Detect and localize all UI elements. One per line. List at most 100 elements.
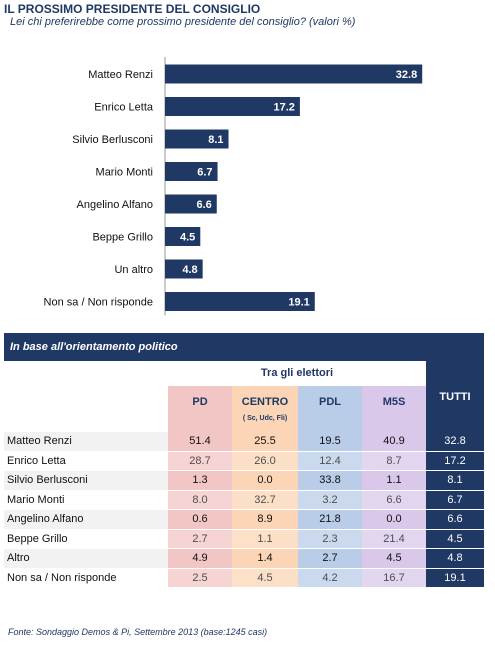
- table-row: Non sa / Non risponde 2.5 4.5 4.2 16.7: [4, 568, 426, 588]
- row-label: Beppe Grillo: [7, 532, 68, 545]
- column-header-label: M5S: [382, 396, 406, 408]
- cell-m5s: 40.9: [362, 432, 426, 451]
- bar: [165, 227, 201, 246]
- column-header-m5s: M5S: [362, 386, 426, 432]
- category-label: Silvio Berlusconi: [72, 134, 153, 146]
- row-label: Enrico Letta: [7, 454, 66, 467]
- cell-pdl: 2.7: [298, 549, 362, 568]
- bar: [165, 162, 218, 181]
- cell-pdl: 12.4: [298, 451, 362, 471]
- cell-tutti: 6.6: [426, 510, 484, 529]
- data-label: 19.1: [288, 297, 309, 309]
- group-header: Tra gli elettori: [260, 367, 334, 379]
- table-row: Altro 4.9 1.4 2.7 4.5: [4, 549, 426, 568]
- cell-centro: 1.1: [232, 529, 298, 549]
- cell-pdl: 19.5: [298, 432, 362, 451]
- category-label: Non sa / Non risponde: [44, 297, 153, 309]
- row-divider: [4, 509, 484, 510]
- data-label: 32.8: [396, 69, 417, 81]
- cell-centro: 8.9: [232, 510, 298, 529]
- bar: [165, 194, 217, 214]
- bar: [165, 259, 203, 279]
- cell-tutti: 17.2: [426, 451, 484, 471]
- table-panel-header: In base all'orientamento politico: [4, 333, 484, 361]
- data-label: 4.8: [182, 264, 197, 276]
- cell-tutti: 32.8: [426, 432, 484, 451]
- column-header-pdl: PDL: [298, 386, 362, 432]
- cell-pd: 0.6: [168, 510, 232, 529]
- source-footer: Fonte: Sondaggio Demos & Pi, Settembre 2…: [8, 627, 268, 637]
- category-label: Mario Monti: [96, 167, 153, 179]
- bar-chart: Matteo Renzi 32.8 Enrico Letta 17.2 Silvio B…: [44, 57, 423, 316]
- data-label: 17.2: [273, 102, 294, 114]
- cell-m5s: 1.1: [362, 471, 426, 490]
- cell-pd: 8.0: [168, 490, 232, 510]
- table-row: Matteo Renzi 51.4 25.5 19.5 40.9: [4, 432, 426, 451]
- cell-tutti: 8.1: [426, 471, 484, 490]
- data-label: 6.6: [196, 199, 211, 211]
- column-header-sublabel: ( Sc, Udc, Fli): [242, 415, 288, 422]
- row-divider: [4, 489, 484, 491]
- category-label: Un altro: [114, 264, 153, 276]
- cell-centro: 4.5: [232, 568, 298, 588]
- cell-m5s: 6.6: [362, 490, 426, 510]
- cell-m5s: 8.7: [362, 451, 426, 471]
- cell-pd: 2.7: [168, 529, 232, 549]
- row-divider: [4, 587, 484, 588]
- cell-pd: 4.9: [168, 549, 232, 568]
- data-label: 8.1: [208, 134, 223, 146]
- column-header-centro: CENTRO ( Sc, Udc, Fli): [232, 386, 298, 432]
- cell-tutti: 4.5: [426, 529, 484, 549]
- row-divider: [4, 548, 484, 549]
- row-label: Altro: [7, 552, 30, 564]
- row-divider: [4, 528, 484, 530]
- column-header-label: PDL: [319, 396, 341, 408]
- cell-tutti: 19.1: [426, 568, 484, 588]
- row-divider: [4, 567, 484, 569]
- bar: [165, 97, 300, 116]
- table-panel-title: In base all'orientamento politico: [10, 341, 178, 353]
- cell-pdl: 4.2: [298, 568, 362, 588]
- cell-centro: 32.7: [232, 490, 298, 510]
- row-label: Matteo Renzi: [7, 435, 72, 447]
- cell-m5s: 16.7: [362, 568, 426, 588]
- row-divider: [4, 450, 484, 452]
- table-row: Enrico Letta 28.7 26.0 12.4 8.7: [4, 451, 426, 471]
- row-label: Mario Monti: [7, 493, 65, 506]
- cell-m5s: 21.4: [362, 529, 426, 549]
- cell-pd: 51.4: [168, 432, 232, 451]
- cell-centro: 25.5: [232, 432, 298, 451]
- cell-tutti: 4.8: [426, 549, 484, 568]
- bar: [165, 129, 229, 149]
- category-label: Matteo Renzi: [88, 69, 153, 81]
- column-header-pd: PD: [168, 386, 232, 432]
- cell-centro: 1.4: [232, 549, 298, 568]
- bar: [165, 64, 423, 84]
- category-label: Beppe Grillo: [92, 232, 153, 244]
- category-label: Enrico Letta: [94, 102, 154, 114]
- cell-pd: 2.5: [168, 568, 232, 588]
- cell-pd: 1.3: [168, 471, 232, 490]
- chart-title: IL PROSSIMO PRESIDENTE DEL CONSIGLIO: [4, 2, 261, 16]
- cell-pd: 28.7: [168, 451, 232, 471]
- row-divider: [4, 470, 484, 471]
- cell-pdl: 2.3: [298, 529, 362, 549]
- tutti-label: TUTTI: [439, 391, 471, 403]
- table-row: Beppe Grillo 2.7 1.1 2.3 21.4: [4, 529, 426, 549]
- row-label: Non sa / Non risponde: [7, 571, 117, 584]
- cell-m5s: 4.5: [362, 549, 426, 568]
- cell-pdl: 3.2: [298, 490, 362, 510]
- row-label: Angelino Alfano: [7, 513, 84, 525]
- cell-m5s: 0.0: [362, 510, 426, 529]
- row-label: Silvio Berlusconi: [7, 474, 88, 486]
- data-label: 4.5: [180, 232, 195, 244]
- data-label: 6.7: [197, 167, 212, 179]
- table-row: Angelino Alfano 0.6 8.9 21.8 0.0: [4, 510, 426, 529]
- category-label: Angelino Alfano: [77, 199, 153, 211]
- cell-tutti: 6.7: [426, 490, 484, 510]
- column-header-label: PD: [192, 396, 208, 408]
- table-row: Mario Monti 8.0 32.7 3.2 6.6: [4, 490, 426, 510]
- tutti-header: TUTTI: [426, 361, 484, 432]
- bar: [165, 292, 315, 311]
- column-header-label: CENTRO: [241, 396, 289, 408]
